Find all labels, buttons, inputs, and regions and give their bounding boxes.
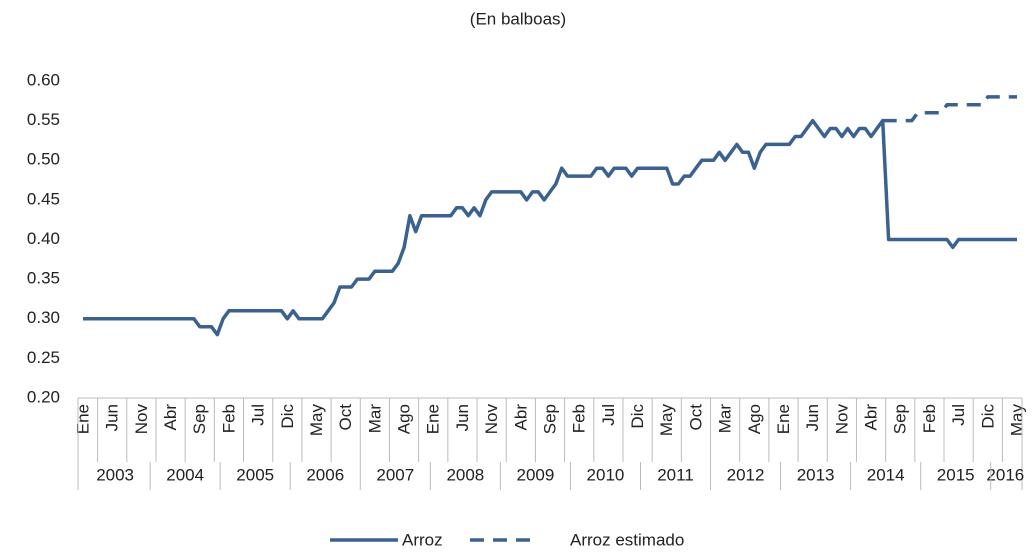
x-tick-label: May [1007,404,1026,437]
x-tick-label: Mar [365,404,384,434]
chart-title: (En balboas) [470,9,566,28]
x-tick-label: May [307,404,326,437]
x-tick-label: Sep [891,404,910,434]
year-label: 2016 [986,465,1024,484]
year-label: 2009 [516,465,554,484]
year-label: 2014 [867,465,905,484]
x-tick-label: Oct [686,404,705,431]
y-tick-label: 0.35 [27,269,60,288]
x-tick-label: Ago [745,404,764,434]
year-label: 2005 [236,465,274,484]
x-tick-label: Dic [628,404,647,429]
year-label: 2012 [727,465,765,484]
x-tick-label: Jul [599,404,618,426]
x-tick-label: Abr [511,404,530,431]
y-tick-label: 0.25 [27,348,60,367]
year-label: 2004 [166,465,204,484]
year-label: 2003 [96,465,134,484]
legend-label: Arroz [402,530,443,549]
x-tick-label: Jun [103,404,122,431]
year-label: 2011 [657,465,694,484]
x-tick-label: May [657,404,676,437]
x-tick-label: Ago [395,404,414,434]
year-label: 2015 [937,465,975,484]
y-tick-label: 0.60 [27,70,60,89]
x-tick-label: Ene [73,404,92,434]
x-tick-label: Ene [424,404,443,434]
year-label: 2006 [306,465,344,484]
year-label: 2010 [587,465,625,484]
x-tick-label: Jul [949,404,968,426]
y-tick-label: 0.50 [27,150,60,169]
legend-label: Arroz estimado [570,530,684,549]
y-tick-label: 0.55 [27,110,60,129]
y-tick-label: 0.45 [27,189,60,208]
y-tick-label: 0.40 [27,229,60,248]
year-label: 2007 [376,465,414,484]
line-series [83,118,1017,337]
x-tick-label: Jun [453,404,472,431]
line-series [882,95,1017,123]
x-tick-label: Abr [862,404,881,431]
x-tick-label: Mar [716,404,735,434]
y-tick-label: 0.30 [27,308,60,327]
x-tick-label: Dic [978,404,997,429]
x-tick-label: Abr [161,404,180,431]
x-tick-label: Nov [832,404,851,435]
x-tick-label: Feb [920,404,939,433]
year-label: 2008 [446,465,484,484]
year-label: 2013 [797,465,835,484]
x-tick-label: Dic [278,404,297,429]
x-tick-label: Jul [249,404,268,426]
x-tick-label: Oct [336,404,355,431]
x-tick-label: Nov [482,404,501,435]
x-tick-label: Feb [570,404,589,433]
x-tick-label: Sep [190,404,209,434]
x-tick-label: Sep [540,404,559,434]
x-tick-label: Feb [219,404,238,433]
x-tick-label: Jun [803,404,822,431]
x-tick-label: Nov [132,404,151,435]
y-tick-label: 0.20 [27,387,60,406]
x-tick-label: Ene [774,404,793,434]
